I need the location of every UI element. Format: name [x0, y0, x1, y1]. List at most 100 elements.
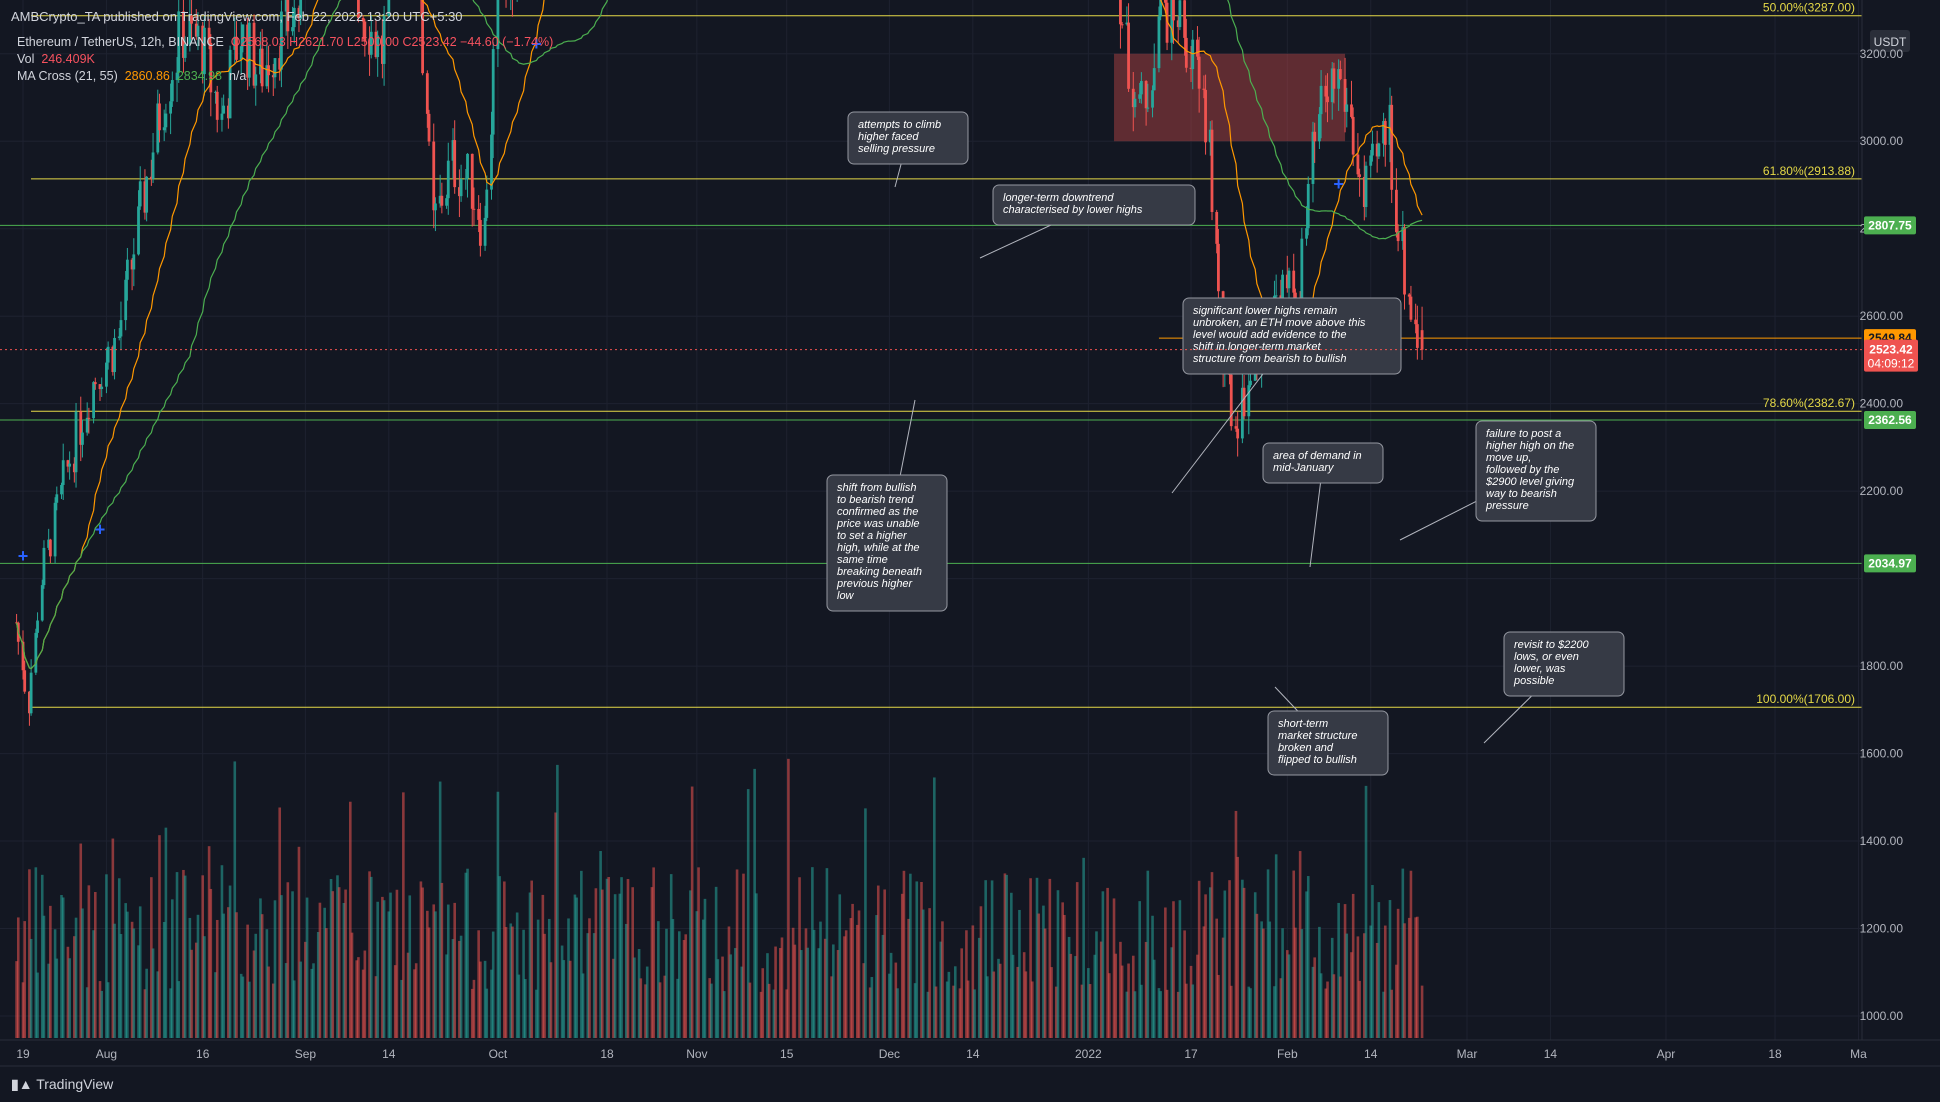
- candle-body: [190, 15, 193, 24]
- callout-text: shift in longer-term market: [1193, 341, 1322, 353]
- volume-bar: [1377, 902, 1381, 1038]
- candle-body: [1305, 228, 1308, 239]
- last-price-label: 2523.42: [1869, 343, 1913, 357]
- currency-label: USDT: [1874, 35, 1907, 49]
- symbol-title[interactable]: Ethereum / TetherUS, 12h, BINANCE: [17, 35, 224, 49]
- volume-bar: [357, 957, 360, 1038]
- volume-bar: [215, 919, 219, 1038]
- volume-bar: [1241, 879, 1244, 1038]
- grid-lines: [0, 0, 1862, 1040]
- candle-body: [1157, 16, 1161, 69]
- volume-bar: [1204, 894, 1207, 1038]
- candle-body: [1133, 98, 1137, 108]
- volume-bar: [451, 939, 455, 1038]
- volume-legend: Vol 246.409K: [17, 52, 95, 66]
- brand-label: TradingView: [36, 1076, 114, 1092]
- candle-body: [1165, 2, 1169, 43]
- volume-bar: [1197, 880, 1201, 1038]
- candle-body: [226, 105, 230, 119]
- volume-bar: [934, 986, 938, 1038]
- candle-body: [1338, 69, 1342, 80]
- candle-body: [1138, 94, 1142, 99]
- candle-body: [106, 346, 110, 363]
- candle-body: [1204, 89, 1207, 143]
- volume-bar: [1196, 954, 1199, 1038]
- callout-text: short-term: [1278, 718, 1328, 730]
- volume-bar: [376, 901, 379, 1038]
- candle-body: [1420, 330, 1424, 350]
- volume-bar: [594, 888, 598, 1038]
- candle-body: [1125, 22, 1129, 25]
- volume-bar: [1056, 890, 1060, 1038]
- volume-bar: [34, 867, 38, 1038]
- volume-bar: [1351, 893, 1355, 1038]
- volume-bar: [1080, 984, 1084, 1038]
- fib-label: 78.60%(2382.67): [1763, 396, 1855, 410]
- volume-bar: [183, 875, 187, 1038]
- volume-label[interactable]: Vol: [17, 52, 35, 66]
- volume-bar: [671, 919, 675, 1038]
- volume-bar: [117, 878, 121, 1038]
- volume-bar: [626, 879, 630, 1038]
- volume-bar: [1266, 869, 1270, 1038]
- candle-body: [376, 35, 380, 58]
- volume-bar: [1074, 956, 1077, 1038]
- candle-body: [34, 632, 38, 673]
- ma-label[interactable]: MA Cross (21, 55): [17, 69, 118, 83]
- volume-bar: [1178, 900, 1182, 1038]
- volume-bar: [1268, 921, 1272, 1038]
- callout-text: failure to post a: [1486, 428, 1561, 440]
- volume-bar: [402, 792, 405, 1038]
- volume-bar: [201, 875, 204, 1038]
- candle-body: [169, 101, 173, 114]
- candle-body: [1170, 0, 1174, 43]
- candle-body: [137, 206, 140, 255]
- volume-bar: [1228, 880, 1231, 1038]
- volume-bar: [1364, 785, 1368, 1038]
- candle-body: [286, 0, 290, 32]
- volume-bar: [1043, 928, 1047, 1038]
- time-tick-label: 19: [16, 1047, 30, 1061]
- candle-body: [357, 0, 360, 18]
- candle-body: [209, 42, 213, 93]
- volume-bar: [1369, 925, 1373, 1038]
- callout-text: confirmed as the: [837, 506, 918, 518]
- volume-bar: [190, 949, 193, 1038]
- volume-bar: [909, 873, 912, 1038]
- volume-bar: [1274, 854, 1278, 1038]
- callout-box: [1503, 631, 1625, 697]
- volume-bar: [254, 933, 258, 1038]
- volume-bar: [498, 876, 501, 1038]
- candle-body: [1197, 56, 1201, 89]
- volume-bar: [278, 807, 282, 1038]
- volume-bar: [1287, 954, 1291, 1038]
- volume-bar: [592, 933, 596, 1038]
- candle-body: [1317, 114, 1321, 142]
- callout-text: pressure: [1485, 500, 1529, 512]
- volume-bar: [1191, 984, 1195, 1038]
- price-tick-label: 2600.00: [1860, 309, 1904, 323]
- candle-body: [1172, 0, 1175, 21]
- volume-bar: [235, 912, 238, 1038]
- candle-body: [1390, 104, 1394, 190]
- volume-bar: [620, 877, 623, 1038]
- volume-bar: [445, 954, 448, 1038]
- callout-text: high, while at the: [837, 542, 920, 554]
- time-tick-label: 16: [196, 1047, 210, 1061]
- candle-body: [215, 91, 219, 120]
- candle-body: [130, 259, 134, 270]
- volume-bar: [483, 960, 487, 1038]
- ma-cross-marker: +: [18, 546, 29, 566]
- volume-bar: [657, 921, 660, 1038]
- candle-body: [1395, 189, 1398, 233]
- volume-bar: [81, 908, 84, 1038]
- volume-bar: [227, 907, 230, 1038]
- candle-body: [477, 208, 481, 220]
- tradingview-brand[interactable]: ▮▲ TradingView: [11, 1076, 113, 1093]
- candle-body: [81, 432, 84, 445]
- volume-bar: [894, 962, 898, 1038]
- candle-body: [271, 75, 275, 78]
